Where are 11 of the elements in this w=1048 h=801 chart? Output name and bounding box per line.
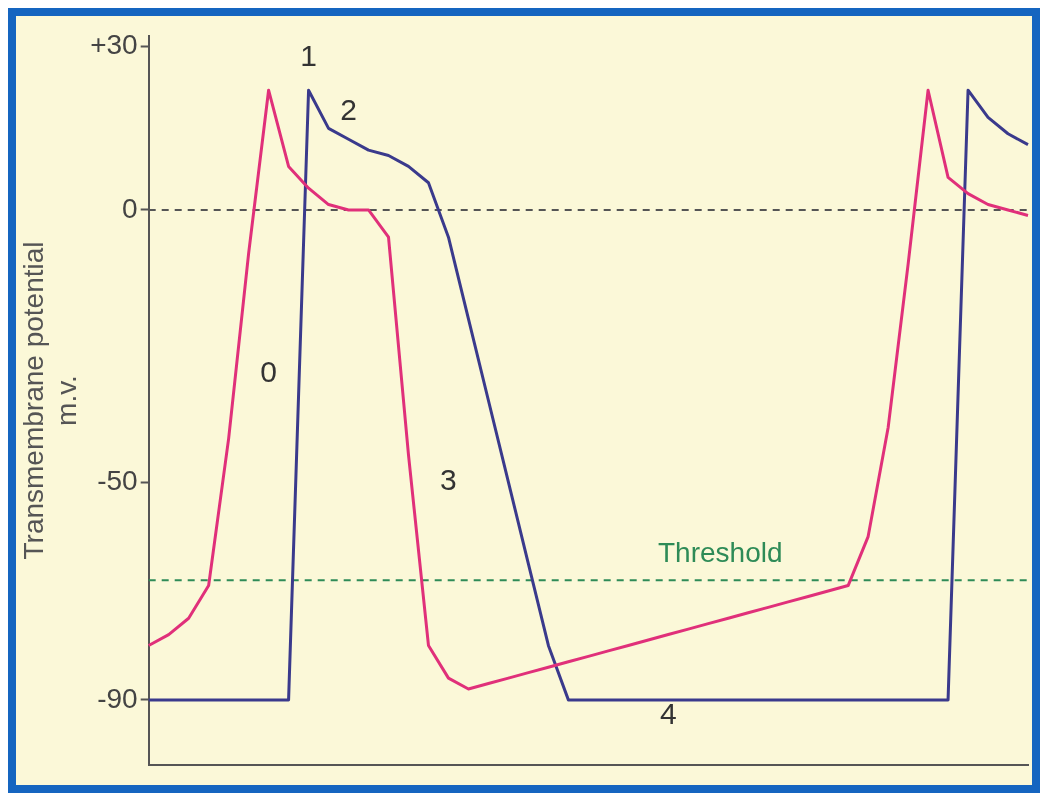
annotation: 2: [340, 93, 357, 127]
ref-line-label: Threshold: [657, 536, 783, 568]
y-tick-label: +30: [90, 29, 138, 61]
annotation: 1: [300, 38, 317, 72]
annotation: 3: [440, 463, 457, 497]
y-tick-label: 0: [122, 192, 138, 224]
y-tick-label: -90: [97, 682, 138, 714]
y-tick-label: -50: [97, 464, 138, 496]
y-axis-title: Transmembrane potential m.v.: [17, 241, 83, 560]
annotation: 4: [659, 697, 677, 731]
annotation: 0: [260, 354, 277, 388]
